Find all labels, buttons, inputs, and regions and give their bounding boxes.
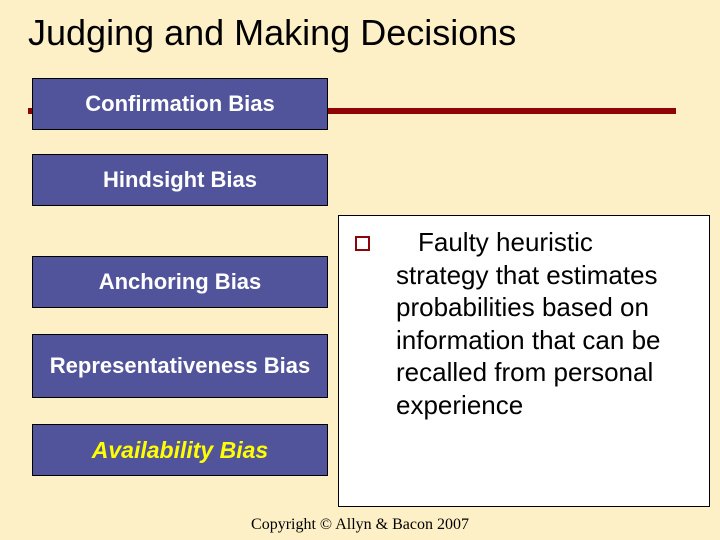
bias-bar: Confirmation Bias — [32, 78, 328, 130]
copyright-footer: Copyright © Allyn & Bacon 2007 — [0, 516, 720, 534]
bullet-row: Faulty heuristic strategy that estimates… — [349, 226, 689, 421]
bias-bar-label: Confirmation Bias — [85, 91, 274, 116]
bias-bar: Anchoring Bias — [32, 256, 328, 308]
slide: Judging and Making Decisions Confirmatio… — [0, 0, 720, 540]
definition-text: Faulty heuristic strategy that estimates… — [396, 226, 689, 421]
slide-title: Judging and Making Decisions — [28, 12, 516, 54]
definition-box: Faulty heuristic strategy that estimates… — [338, 215, 710, 507]
bias-bar-label: Representativeness Bias — [50, 353, 310, 378]
bias-bar-label: Anchoring Bias — [99, 269, 262, 294]
bias-bar: Availability Bias — [32, 424, 328, 476]
bias-bar-label: Availability Bias — [92, 437, 268, 463]
square-bullet-icon — [355, 236, 370, 251]
bias-bar: Hindsight Bias — [32, 154, 328, 206]
bias-bar-label: Hindsight Bias — [103, 167, 257, 192]
bias-bar: Representativeness Bias — [32, 334, 328, 398]
